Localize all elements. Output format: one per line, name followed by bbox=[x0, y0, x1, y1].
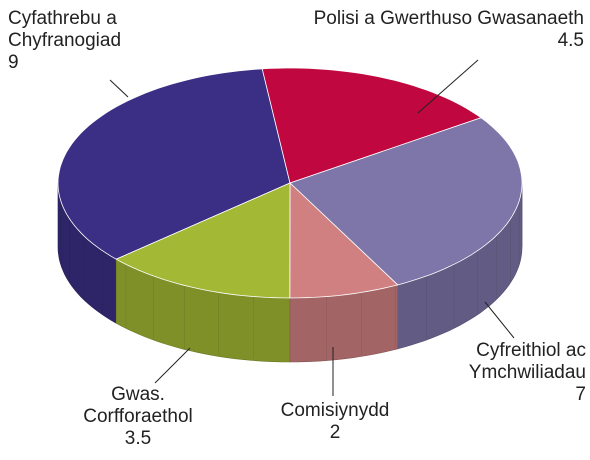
pie-sides bbox=[57, 182, 523, 363]
slice-label: Polisi a Gwerthuso Gwasanaeth 4.5 bbox=[254, 8, 584, 52]
value-label: 4.5 bbox=[557, 30, 584, 51]
category-label: Polisi a Gwerthuso Gwasanaeth bbox=[313, 8, 584, 29]
leader-line bbox=[484, 301, 515, 339]
slice-label: Cyfreithiol ac Ymchwiliadau 7 bbox=[446, 340, 586, 406]
slice-label: Cyfathrebu a Chyfranogiad 9 bbox=[8, 8, 143, 74]
value-label: 2 bbox=[329, 422, 341, 443]
leader-line bbox=[417, 59, 479, 114]
slice bbox=[57, 68, 291, 260]
category-label: Comisiynydd bbox=[280, 400, 390, 421]
slice bbox=[115, 182, 291, 299]
slice-label: Gwas. Corfforaethol 3.5 bbox=[68, 384, 208, 450]
category-label: Cyfathrebu a Chyfranogiad bbox=[8, 8, 122, 51]
pie-tops bbox=[57, 67, 523, 299]
slice bbox=[289, 182, 399, 299]
leader-line bbox=[154, 347, 191, 384]
category-label: Gwas. Corfforaethol bbox=[83, 384, 193, 427]
leader-lines bbox=[109, 59, 515, 396]
value-label: 7 bbox=[575, 384, 586, 405]
slice bbox=[261, 67, 482, 184]
value-label: 3.5 bbox=[124, 428, 152, 449]
leader-line bbox=[109, 79, 129, 98]
slice bbox=[289, 117, 523, 286]
category-label: Cyfreithiol ac Ymchwiliadau bbox=[468, 340, 586, 383]
value-label: 9 bbox=[8, 52, 19, 73]
slice-label: Comisiynydd 2 bbox=[255, 400, 415, 444]
